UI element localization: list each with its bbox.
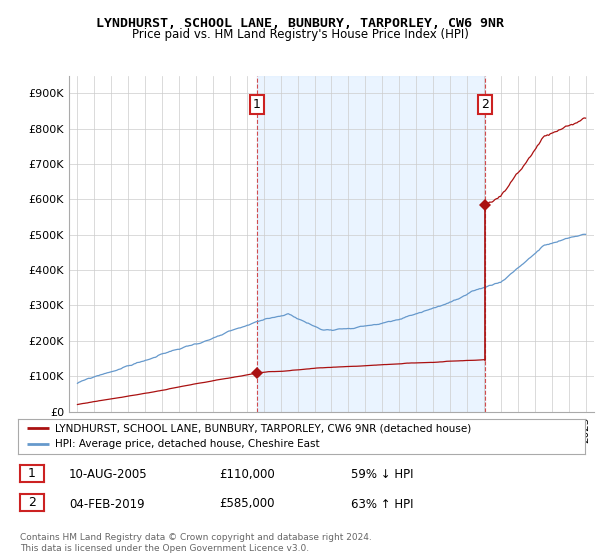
Text: 63% ↑ HPI: 63% ↑ HPI [351, 497, 413, 511]
Text: LYNDHURST, SCHOOL LANE, BUNBURY, TARPORLEY, CW6 9NR: LYNDHURST, SCHOOL LANE, BUNBURY, TARPORL… [96, 17, 504, 30]
Text: Price paid vs. HM Land Registry's House Price Index (HPI): Price paid vs. HM Land Registry's House … [131, 28, 469, 41]
Text: 1: 1 [253, 97, 261, 111]
Text: HPI: Average price, detached house, Cheshire East: HPI: Average price, detached house, Ches… [55, 439, 319, 449]
Text: £585,000: £585,000 [219, 497, 275, 511]
Text: 59% ↓ HPI: 59% ↓ HPI [351, 468, 413, 482]
Text: 2: 2 [481, 97, 489, 111]
Text: 10-AUG-2005: 10-AUG-2005 [69, 468, 148, 482]
Text: 04-FEB-2019: 04-FEB-2019 [69, 497, 145, 511]
Text: 1: 1 [28, 467, 36, 480]
Text: LYNDHURST, SCHOOL LANE, BUNBURY, TARPORLEY, CW6 9NR (detached house): LYNDHURST, SCHOOL LANE, BUNBURY, TARPORL… [55, 423, 471, 433]
Text: Contains HM Land Registry data © Crown copyright and database right 2024.
This d: Contains HM Land Registry data © Crown c… [20, 533, 371, 553]
Text: 2: 2 [28, 496, 36, 510]
Bar [257, 76, 485, 412]
Text: £110,000: £110,000 [219, 468, 275, 482]
